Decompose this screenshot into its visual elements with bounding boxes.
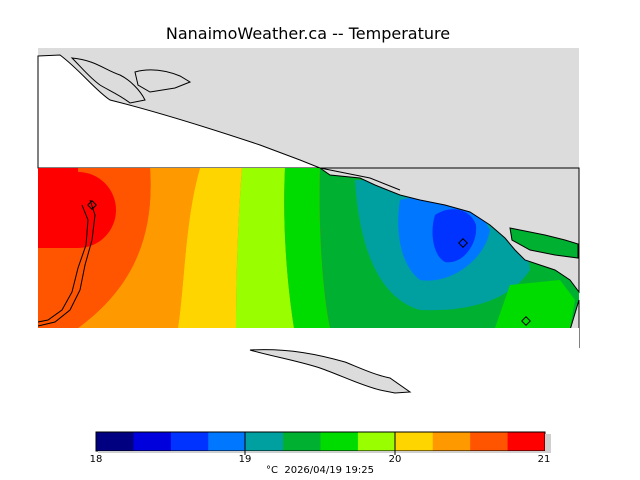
coastline: [37, 199, 96, 327]
colorbar-tick: 19: [238, 454, 252, 465]
colorbar-swatch: [133, 432, 172, 451]
colorbar-swatch: [170, 432, 209, 451]
island: [249, 349, 412, 394]
coastline: [37, 204, 89, 323]
colorbar-swatch: [320, 432, 359, 451]
island: [70, 57, 146, 104]
colorbar-tick: 18: [89, 454, 103, 465]
unit-label: °C: [266, 465, 278, 476]
station-marker: [521, 316, 531, 326]
peninsula: [509, 227, 579, 259]
mainland-coast: [318, 167, 580, 294]
timestamp: 2026/04/19 19:25: [284, 465, 374, 476]
southern-water: [38, 328, 579, 348]
colorbar-swatch: [432, 432, 471, 451]
station-marker: [458, 238, 468, 248]
colorbar-swatch: [470, 432, 509, 451]
colorbar-caption: °C 2026/04/19 19:25: [0, 465, 640, 476]
strait-water: [37, 54, 321, 169]
colorbar-swatch: [357, 432, 396, 451]
colorbar-swatch: [507, 432, 546, 451]
colorbar-tick: 21: [537, 454, 551, 465]
island: [134, 69, 192, 93]
map-title: NanaimoWeather.ca -- Temperature: [165, 24, 451, 43]
station-marker: [87, 200, 97, 210]
colorbar-swatch: [96, 432, 134, 451]
colorbar-swatch: [395, 432, 434, 451]
colorbar-swatch: [245, 432, 284, 451]
colorbar-swatch: [283, 432, 321, 451]
colorbar-swatch: [208, 432, 247, 451]
colorbar-tick: 20: [388, 454, 402, 465]
